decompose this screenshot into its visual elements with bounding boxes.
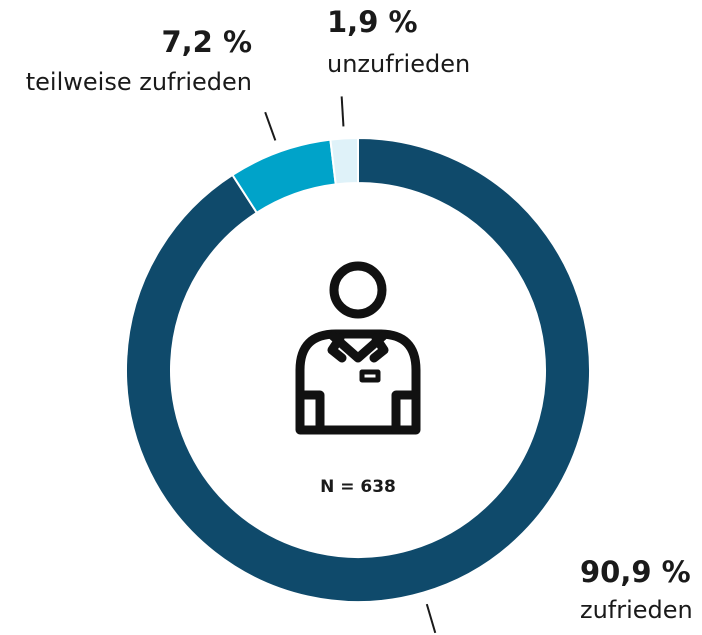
- leader-line: [425, 603, 437, 634]
- value-label: 90,9 %: [580, 555, 691, 589]
- category-label: teilweise zufrieden: [26, 68, 252, 96]
- category-label: zufrieden: [580, 596, 693, 624]
- donut-segment: [125, 136, 591, 603]
- value-label: 7,2 %: [161, 25, 252, 59]
- person-icon: [295, 261, 421, 435]
- sample-size: N = 638: [320, 477, 396, 497]
- leader-line: [340, 96, 345, 127]
- category-label: unzufrieden: [327, 50, 470, 78]
- donut: 90,9 % zufrieden 7,2 % teilweise zufrieden 1…: [26, 5, 693, 634]
- value-label: 1,9 %: [327, 5, 418, 39]
- donut-segment: [329, 136, 359, 186]
- leader-line: [264, 111, 277, 141]
